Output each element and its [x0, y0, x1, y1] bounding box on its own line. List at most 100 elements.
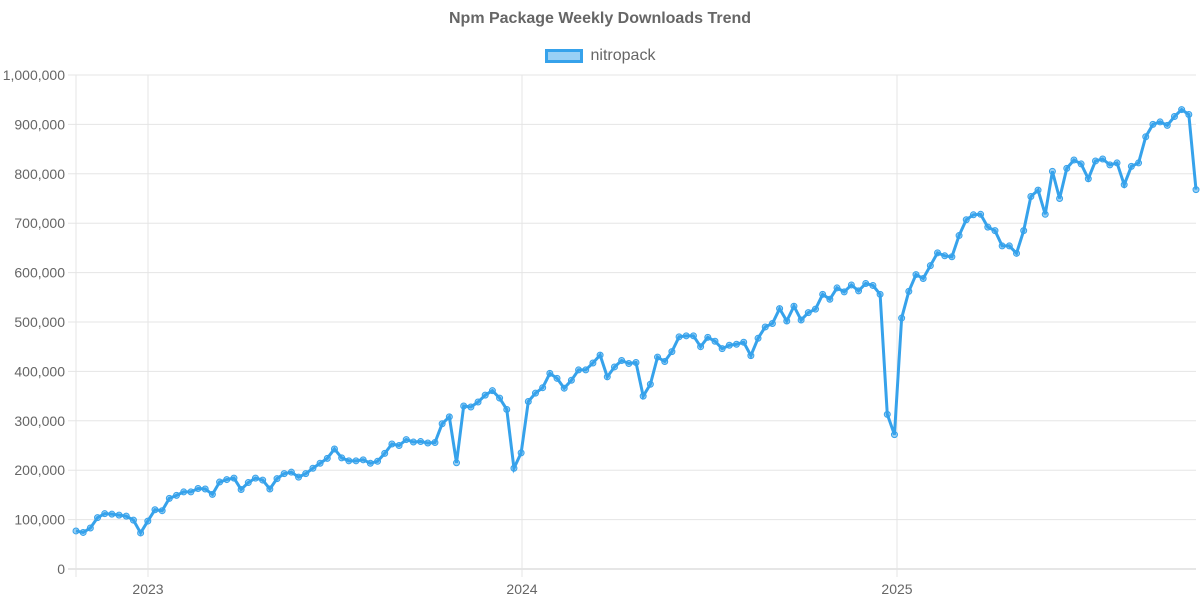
data-point[interactable] — [1170, 112, 1178, 120]
data-point[interactable] — [173, 491, 181, 499]
data-point[interactable] — [460, 402, 468, 410]
data-point[interactable] — [898, 314, 906, 322]
data-point[interactable] — [1149, 120, 1157, 128]
data-point[interactable] — [826, 295, 834, 303]
data-point[interactable] — [144, 517, 152, 525]
data-point[interactable] — [208, 490, 216, 498]
data-point[interactable] — [280, 470, 288, 478]
data-point[interactable] — [352, 457, 360, 465]
data-point[interactable] — [783, 317, 791, 325]
data-point[interactable] — [790, 302, 798, 310]
data-point[interactable] — [266, 485, 274, 493]
data-point[interactable] — [158, 507, 166, 515]
data-point[interactable] — [230, 474, 238, 482]
data-point[interactable] — [216, 478, 224, 486]
data-point[interactable] — [761, 323, 769, 331]
data-point[interactable] — [137, 529, 145, 537]
data-point[interactable] — [259, 476, 267, 484]
data-point[interactable] — [1084, 175, 1092, 183]
data-point[interactable] — [309, 464, 317, 472]
data-point[interactable] — [474, 398, 482, 406]
data-point[interactable] — [811, 305, 819, 313]
data-point[interactable] — [582, 366, 590, 374]
data-point[interactable] — [359, 456, 367, 464]
data-point[interactable] — [424, 439, 432, 447]
data-point[interactable] — [1178, 106, 1186, 114]
data-point[interactable] — [180, 488, 188, 496]
data-point[interactable] — [1163, 121, 1171, 129]
data-point[interactable] — [840, 288, 848, 296]
data-point[interactable] — [575, 366, 583, 374]
data-point[interactable] — [251, 474, 259, 482]
data-point[interactable] — [682, 332, 690, 340]
data-point[interactable] — [733, 340, 741, 348]
data-point[interactable] — [797, 316, 805, 324]
data-point[interactable] — [941, 252, 949, 260]
data-point[interactable] — [374, 457, 382, 465]
data-point[interactable] — [926, 262, 934, 270]
data-point[interactable] — [1063, 164, 1071, 172]
data-point[interactable] — [115, 511, 123, 519]
data-point[interactable] — [1020, 227, 1028, 235]
data-point[interactable] — [912, 271, 920, 279]
data-point[interactable] — [223, 476, 231, 484]
data-point[interactable] — [381, 449, 389, 457]
data-point[interactable] — [948, 253, 956, 261]
data-point[interactable] — [804, 309, 812, 317]
data-point[interactable] — [330, 445, 338, 453]
data-point[interactable] — [704, 333, 712, 341]
data-point[interactable] — [1056, 195, 1064, 202]
data-point[interactable] — [531, 389, 539, 397]
data-point[interactable] — [977, 210, 985, 218]
data-point[interactable] — [984, 223, 992, 231]
data-point[interactable] — [955, 232, 963, 240]
data-point[interactable] — [122, 512, 130, 520]
data-point[interactable] — [86, 524, 94, 532]
data-point[interactable] — [876, 290, 884, 298]
data-point[interactable] — [869, 281, 877, 289]
data-point[interactable] — [768, 319, 776, 327]
data-point[interactable] — [919, 275, 927, 283]
data-point[interactable] — [632, 359, 640, 367]
data-point[interactable] — [72, 527, 80, 535]
data-point[interactable] — [1013, 249, 1021, 257]
data-point[interactable] — [1099, 155, 1107, 163]
data-point[interactable] — [366, 459, 374, 467]
data-point[interactable] — [711, 337, 719, 345]
data-point[interactable] — [481, 391, 489, 399]
data-point[interactable] — [445, 413, 453, 421]
data-point[interactable] — [129, 516, 137, 524]
data-point[interactable] — [79, 528, 87, 536]
data-point[interactable] — [969, 211, 977, 219]
data-point[interactable] — [431, 439, 439, 447]
data-point[interactable] — [546, 369, 554, 377]
data-point[interactable] — [567, 376, 575, 384]
data-point[interactable] — [338, 454, 346, 462]
data-point[interactable] — [409, 438, 417, 446]
data-point[interactable] — [776, 305, 784, 313]
data-point[interactable] — [589, 359, 597, 367]
data-point[interactable] — [201, 485, 209, 493]
data-point[interactable] — [862, 279, 870, 287]
data-point[interactable] — [747, 352, 755, 360]
data-point[interactable] — [1185, 111, 1193, 119]
data-point[interactable] — [395, 442, 403, 449]
data-point[interactable] — [1034, 186, 1042, 194]
data-point[interactable] — [388, 440, 396, 448]
data-point[interactable] — [618, 357, 626, 365]
data-point[interactable] — [524, 398, 532, 406]
data-point[interactable] — [553, 374, 561, 382]
data-point[interactable] — [151, 506, 159, 514]
data-point[interactable] — [510, 464, 518, 472]
data-point[interactable] — [323, 454, 331, 462]
data-point[interactable] — [603, 373, 611, 381]
data-point[interactable] — [596, 351, 604, 359]
data-point[interactable] — [639, 392, 647, 400]
data-point[interactable] — [1127, 162, 1135, 170]
data-point[interactable] — [1048, 167, 1056, 175]
data-point[interactable] — [1106, 161, 1114, 169]
data-point[interactable] — [962, 216, 970, 224]
data-point[interactable] — [625, 359, 633, 367]
data-point[interactable] — [689, 332, 697, 340]
data-point[interactable] — [1005, 242, 1013, 250]
